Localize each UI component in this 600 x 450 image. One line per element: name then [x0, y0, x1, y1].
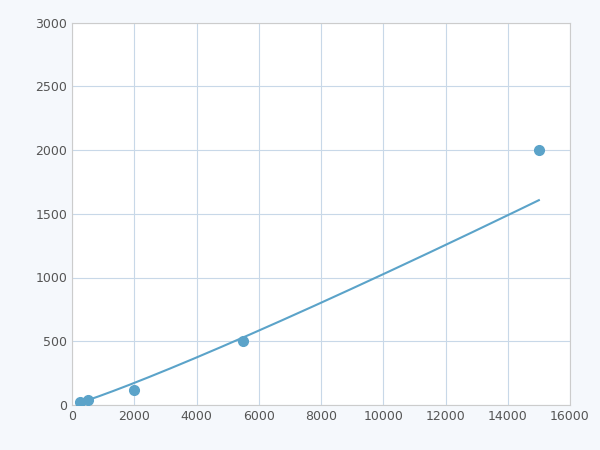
Point: [75, 399, 85, 406]
Point: [238, 338, 248, 345]
Point: [130, 386, 139, 393]
Point: [83, 396, 92, 404]
Point: [534, 146, 544, 153]
